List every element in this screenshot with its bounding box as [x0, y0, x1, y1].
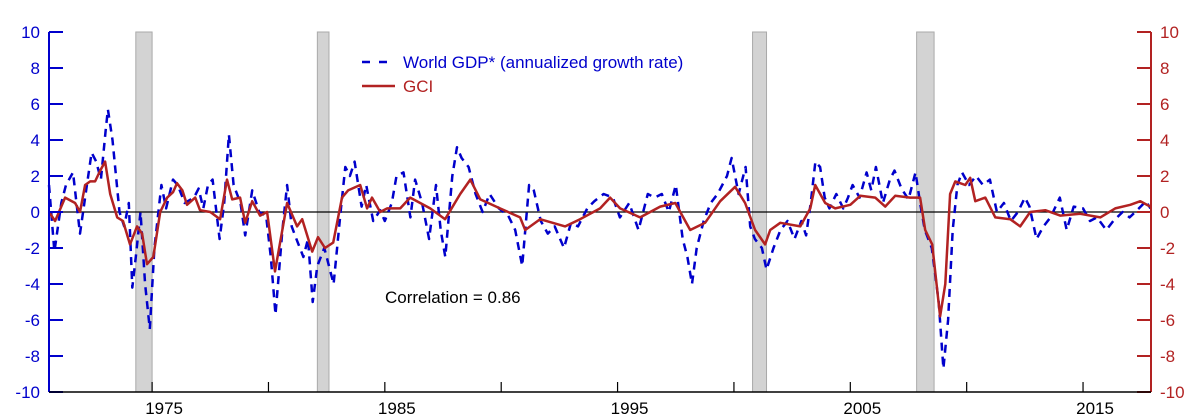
left-tick-label: 8	[31, 59, 40, 78]
correlation-annotation: Correlation = 0.86	[385, 288, 521, 307]
right-tick-label: 4	[1160, 131, 1169, 150]
right-tick-label: -8	[1160, 347, 1175, 366]
right-tick-label: -2	[1160, 239, 1175, 258]
legend-gci-label: GCI	[403, 77, 433, 96]
left-tick-label: -10	[15, 383, 40, 402]
right-tick-label: 0	[1160, 203, 1169, 222]
left-tick-label: -4	[25, 275, 40, 294]
x-axis: 1975 1985 1995 2005 2015	[49, 382, 1151, 418]
x-tick-label: 1985	[378, 399, 416, 418]
right-tick-label: 10	[1160, 23, 1179, 42]
right-tick-label: -10	[1160, 383, 1185, 402]
right-tick-label: -4	[1160, 275, 1175, 294]
left-y-axis: 10 8 6 4 2 0 -2 -4 -6 -8 -10	[15, 23, 63, 402]
legend-gdp-label: World GDP* (annualized growth rate)	[403, 53, 683, 72]
series-world-gdp-line	[47, 108, 1152, 370]
series-gci-line	[47, 160, 1151, 318]
x-tick-label: 1975	[145, 399, 183, 418]
x-tick-label: 2015	[1076, 399, 1114, 418]
left-tick-label: 2	[31, 167, 40, 186]
right-tick-label: 8	[1160, 59, 1169, 78]
right-tick-label: 2	[1160, 167, 1169, 186]
right-y-axis: 10 8 6 4 2 0 -2 -4 -6 -8 -10	[1137, 23, 1185, 402]
left-tick-label: 0	[31, 203, 40, 222]
right-tick-label: -6	[1160, 311, 1175, 330]
legend: World GDP* (annualized growth rate) GCI	[362, 53, 683, 96]
left-tick-label: 4	[31, 131, 40, 150]
x-tick-label: 2005	[843, 399, 881, 418]
x-tick-label: 1995	[611, 399, 649, 418]
left-tick-label: -6	[25, 311, 40, 330]
left-tick-label: -2	[25, 239, 40, 258]
series-lines	[47, 108, 1152, 370]
left-tick-label: 6	[31, 95, 40, 114]
left-tick-label: 10	[21, 23, 40, 42]
left-tick-label: -8	[25, 347, 40, 366]
right-tick-label: 6	[1160, 95, 1169, 114]
